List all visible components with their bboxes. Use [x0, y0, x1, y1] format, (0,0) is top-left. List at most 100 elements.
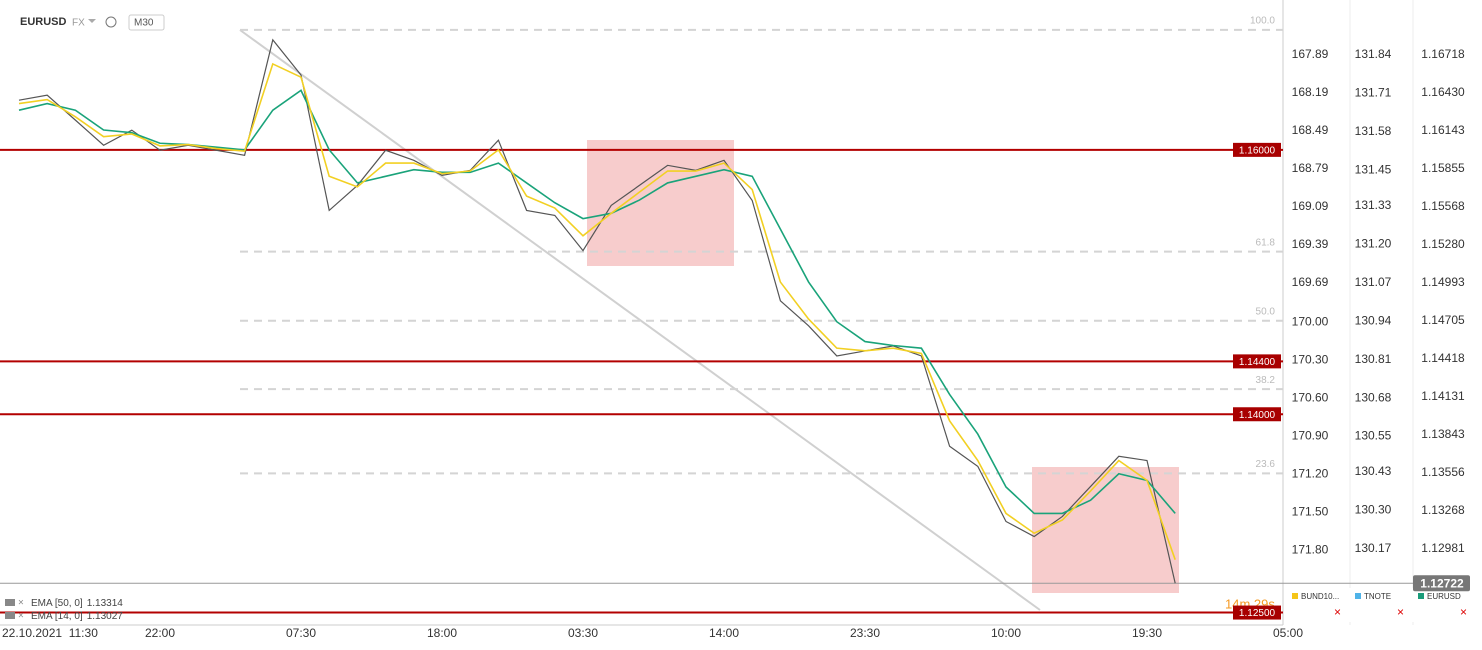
interval: M30: [134, 18, 154, 29]
y-tick-label: 1.14993: [1421, 275, 1465, 289]
bund-tick-label: 170.30: [1292, 352, 1329, 366]
x-tick-label: 07:30: [286, 626, 316, 640]
bund-tick-label: 168.79: [1292, 161, 1329, 175]
tnote-tick-label: 131.84: [1355, 47, 1392, 61]
x-tick-label: 14:00: [709, 626, 739, 640]
tnote-tick-label: 130.81: [1355, 352, 1392, 366]
tnote-tick-label: 131.71: [1355, 86, 1392, 100]
y-tick-label: 1.13556: [1421, 465, 1465, 479]
legend-value: 1.13314: [87, 598, 124, 609]
bund-tick-label: 168.49: [1292, 123, 1329, 137]
tnote-tick-label: 131.07: [1355, 275, 1392, 289]
y-tick-label: 1.16718: [1421, 47, 1465, 61]
legend-name: EMA [50, 0]: [31, 598, 83, 609]
tnote-tick-label: 130.94: [1355, 313, 1392, 327]
current-price: 1.12722: [1420, 576, 1464, 590]
price-tag: [1413, 575, 1470, 592]
y-tick-label: 1.15280: [1421, 237, 1465, 251]
y-tick-label: 1.16430: [1421, 85, 1465, 99]
market: FX: [72, 18, 85, 29]
series-line: [18, 38, 1176, 584]
legend-close[interactable]: ×: [18, 611, 24, 622]
zone: [587, 140, 734, 266]
tnote-tick-label: 131.45: [1355, 162, 1392, 176]
compare-name[interactable]: BUND10...: [1301, 592, 1339, 601]
fib-label: 38.2: [1256, 375, 1276, 386]
compare-swatch: [1418, 593, 1424, 599]
bund-tick-label: 170.60: [1292, 390, 1329, 404]
legend-icon: [5, 599, 15, 606]
legend-name: EMA [14, 0]: [31, 611, 83, 622]
fib-label: 23.6: [1256, 459, 1276, 470]
bund-tick-label: 168.19: [1292, 85, 1329, 99]
legend-close[interactable]: ×: [18, 598, 24, 609]
legend-entry: EMA [14, 0] 1.13027: [31, 611, 123, 622]
x-tick-label: 22.10.2021 11:30: [2, 626, 98, 640]
x-tick-label: 03:30: [568, 626, 598, 640]
compare-remove[interactable]: ×: [1460, 605, 1467, 619]
x-tick-label: 19:30: [1132, 626, 1162, 640]
dropdown-icon[interactable]: [88, 19, 96, 23]
y-tick-label: 1.16143: [1421, 123, 1465, 137]
level-label: 1.14000: [1239, 410, 1276, 421]
tnote-tick-label: 130.43: [1355, 464, 1392, 478]
x-tick-label: 18:00: [427, 626, 457, 640]
plot: [0, 28, 1413, 614]
fib-label: 100.0: [1250, 15, 1275, 26]
compare-swatch: [1292, 593, 1298, 599]
y-tick-label: 1.13268: [1421, 503, 1465, 517]
bund-tick-label: 171.50: [1292, 504, 1329, 518]
bund-tick-label: 169.39: [1292, 237, 1329, 251]
bund-tick-label: 170.90: [1292, 428, 1329, 442]
legend-entry: EMA [50, 0] 1.13314: [31, 598, 123, 609]
level-label: 1.14400: [1239, 357, 1276, 368]
tnote-tick-label: 130.68: [1355, 390, 1392, 404]
legend-icon: [5, 612, 15, 619]
series-line: [18, 89, 1176, 515]
bund-tick-label: 167.89: [1292, 47, 1329, 61]
level-label: 1.12500: [1239, 608, 1276, 619]
interval-box[interactable]: [128, 14, 165, 31]
y-tick-label: 1.14418: [1421, 351, 1465, 365]
compare-remove[interactable]: ×: [1397, 605, 1404, 619]
compare-name[interactable]: TNOTE: [1364, 592, 1391, 601]
tnote-tick-label: 130.17: [1355, 541, 1392, 555]
y-tick-label: 1.14705: [1421, 313, 1465, 327]
y-tick-label: 1.15855: [1421, 161, 1465, 175]
x-tick-label: 05:00: [1273, 626, 1303, 640]
compare-panel: [1290, 588, 1480, 622]
tnote-tick-label: 131.33: [1355, 198, 1392, 212]
tnote-tick-label: 131.20: [1355, 236, 1392, 250]
symbol: EURUSD: [20, 16, 67, 28]
y-tick-label: 1.14131: [1421, 389, 1465, 403]
bund-tick-label: 170.00: [1292, 314, 1329, 328]
tnote-tick-label: 130.30: [1355, 503, 1392, 517]
level-tag: [1233, 407, 1281, 422]
compare-remove[interactable]: ×: [1334, 605, 1341, 619]
legend-value: 1.13027: [87, 611, 124, 622]
level-tag: [1233, 354, 1281, 369]
series-line: [18, 62, 1176, 560]
bund-tick-label: 171.20: [1292, 466, 1329, 480]
tnote-tick-label: 131.58: [1355, 124, 1392, 138]
fib-label: 61.8: [1256, 237, 1276, 248]
level-tag: [1233, 605, 1281, 620]
level-label: 1.16000: [1239, 146, 1276, 157]
x-tick-label: 23:30: [850, 626, 880, 640]
bund-tick-label: 169.09: [1292, 199, 1329, 213]
tnote-tick-label: 130.55: [1355, 429, 1392, 443]
compare-name[interactable]: EURUSD: [1427, 592, 1461, 601]
x-tick-label: 10:00: [991, 626, 1021, 640]
bund-tick-label: 171.80: [1292, 542, 1329, 556]
y-tick-label: 1.12981: [1421, 541, 1465, 555]
x-tick-label: 22:00: [145, 626, 175, 640]
level-tag: [1233, 142, 1281, 157]
fib-label: 50.0: [1256, 306, 1276, 317]
y-tick-label: 1.15568: [1421, 199, 1465, 213]
bund-tick-label: 169.69: [1292, 275, 1329, 289]
y-tick-label: 1.13843: [1421, 427, 1465, 441]
info-icon[interactable]: [105, 16, 117, 28]
compare-swatch: [1355, 593, 1361, 599]
